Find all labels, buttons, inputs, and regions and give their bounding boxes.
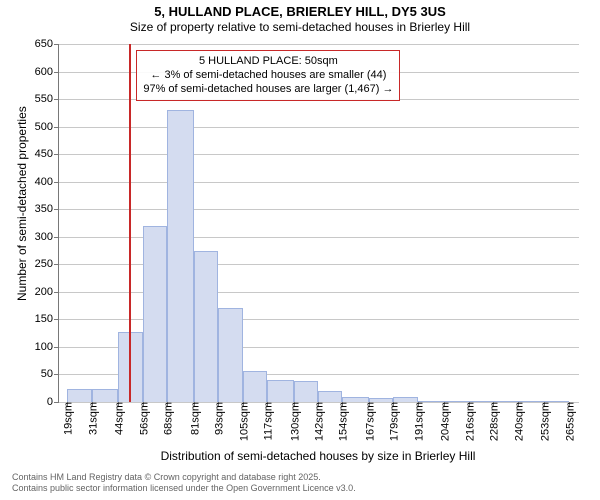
xtick-label: 265sqm: [561, 402, 576, 441]
ytick-label: 350: [35, 203, 59, 215]
histogram-bar: [218, 308, 242, 402]
gridline: [59, 319, 579, 320]
xtick-label: 44sqm: [111, 402, 126, 435]
ytick-label: 600: [35, 66, 59, 78]
xtick-label: 117sqm: [260, 402, 275, 440]
xtick-label: 31sqm: [84, 402, 99, 435]
histogram-plot: 0501001502002503003504004505005506006501…: [58, 44, 579, 403]
histogram-bar: [92, 389, 119, 402]
ytick-label: 200: [35, 286, 59, 298]
xtick-label: 191sqm: [410, 402, 425, 441]
xtick-label: 240sqm: [510, 402, 525, 441]
gridline: [59, 127, 579, 128]
xtick-label: 19sqm: [60, 402, 75, 435]
y-axis-label: Number of semi-detached properties: [15, 141, 29, 301]
ytick-label: 450: [35, 148, 59, 160]
xtick-label: 179sqm: [386, 402, 401, 441]
xtick-label: 216sqm: [461, 402, 476, 441]
credits-line2: Contains public sector information licen…: [12, 483, 356, 494]
gridline: [59, 237, 579, 238]
x-axis-label: Distribution of semi-detached houses by …: [58, 449, 578, 463]
ytick-label: 250: [35, 258, 59, 270]
gridline: [59, 154, 579, 155]
xtick-label: 105sqm: [235, 402, 250, 441]
histogram-bar: [294, 381, 318, 402]
ytick-label: 400: [35, 176, 59, 188]
histogram-bar: [167, 110, 194, 402]
gridline: [59, 44, 579, 45]
ytick-label: 0: [47, 396, 59, 408]
histogram-bar: [194, 251, 218, 402]
histogram-bar: [67, 389, 91, 402]
credits: Contains HM Land Registry data © Crown c…: [12, 472, 356, 494]
info-box: 5 HULLAND PLACE: 50sqm← 3% of semi-detac…: [136, 50, 400, 101]
property-marker-line: [129, 44, 131, 402]
ytick-label: 650: [35, 38, 59, 50]
xtick-label: 56sqm: [135, 402, 150, 435]
ytick-label: 550: [35, 93, 59, 105]
xtick-label: 142sqm: [310, 402, 325, 441]
ytick-label: 100: [35, 341, 59, 353]
ytick-label: 500: [35, 121, 59, 133]
ytick-label: 150: [35, 313, 59, 325]
xtick-label: 93sqm: [211, 402, 226, 435]
xtick-label: 253sqm: [537, 402, 552, 441]
credits-line1: Contains HM Land Registry data © Crown c…: [12, 472, 356, 483]
ytick-label: 300: [35, 231, 59, 243]
gridline: [59, 264, 579, 265]
histogram-bar: [143, 226, 167, 402]
histogram-bar: [243, 371, 267, 402]
xtick-label: 167sqm: [361, 402, 376, 441]
info-line-larger: 97% of semi-detached houses are larger (…: [143, 83, 393, 97]
xtick-label: 154sqm: [335, 402, 350, 441]
xtick-label: 204sqm: [437, 402, 452, 441]
xtick-label: 81sqm: [186, 402, 201, 435]
histogram-bar: [267, 380, 294, 402]
xtick-label: 130sqm: [286, 402, 301, 441]
histogram-bar: [318, 391, 342, 402]
gridline: [59, 182, 579, 183]
chart-subtitle: Size of property relative to semi-detach…: [0, 20, 600, 34]
gridline: [59, 209, 579, 210]
chart-title: 5, HULLAND PLACE, BRIERLEY HILL, DY5 3US: [0, 0, 600, 20]
info-line-smaller: ← 3% of semi-detached houses are smaller…: [143, 69, 393, 83]
xtick-label: 68sqm: [160, 402, 175, 435]
gridline: [59, 292, 579, 293]
xtick-label: 228sqm: [486, 402, 501, 441]
ytick-label: 50: [41, 368, 59, 380]
info-line-property: 5 HULLAND PLACE: 50sqm: [143, 55, 393, 69]
